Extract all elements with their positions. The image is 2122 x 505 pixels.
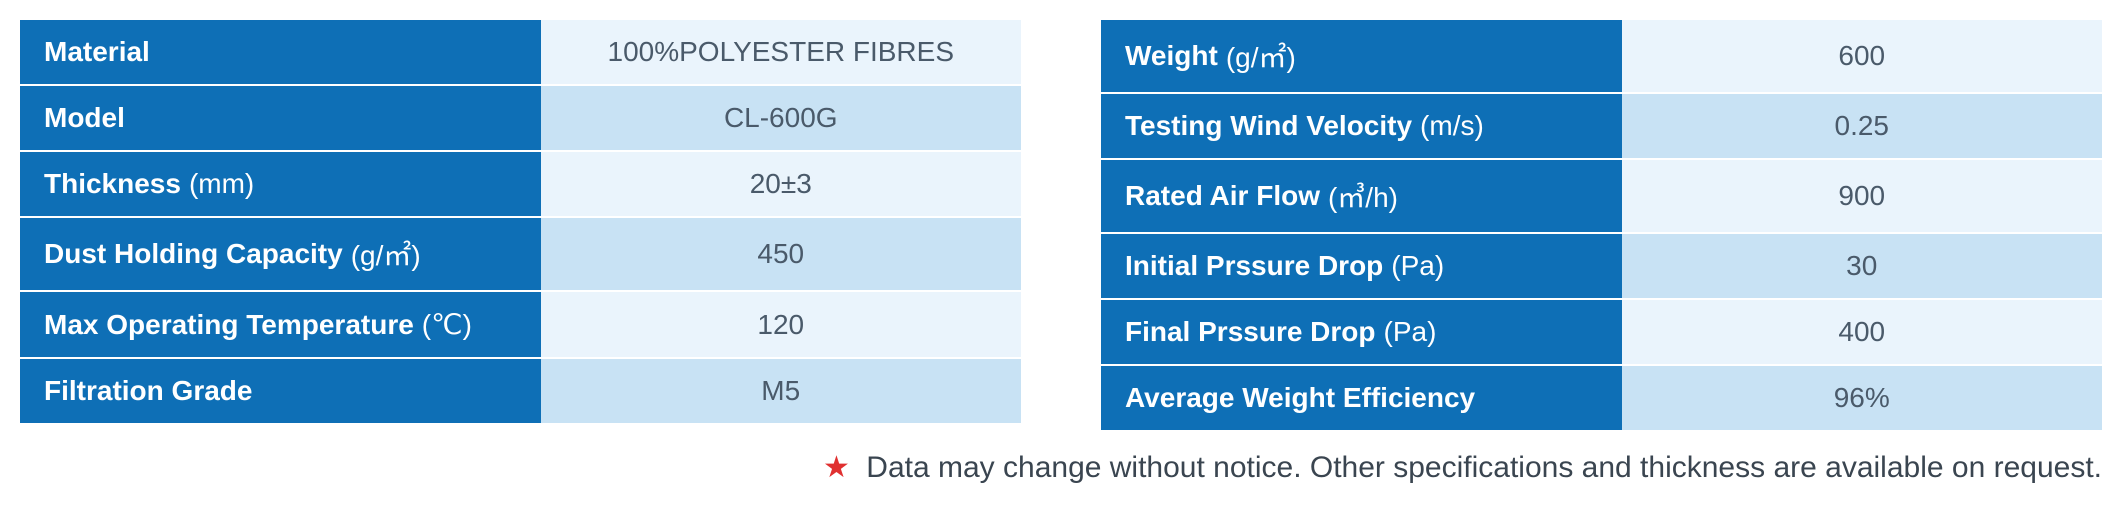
spec-value-cell: 0.25 <box>1622 94 2102 158</box>
spec-label-text: Initial Prssure Drop <box>1125 250 1383 282</box>
footnote-text: Data may change without notice. Other sp… <box>866 451 2102 484</box>
spec-label-unit: (℃) <box>422 308 472 341</box>
spec-label-unit: (Pa) <box>1391 250 1444 282</box>
spec-value-cell: 400 <box>1622 300 2102 364</box>
spec-label-unit: (㎥/h) <box>1328 176 1398 216</box>
table-row: Thickness(mm)20±3 <box>20 152 1021 218</box>
left-spec-table: Material 100%POLYESTER FIBRES Model CL-600G… <box>20 20 1021 432</box>
spec-label-text: Max Operating Temperature <box>44 309 414 341</box>
table-row: Model CL-600G <box>20 86 1021 152</box>
spec-value-cell: 96% <box>1622 366 2102 430</box>
spec-label-cell: Filtration Grade <box>20 359 541 423</box>
spec-label-unit: (mm) <box>189 168 254 200</box>
table-row: Testing Wind Velocity(m/s)0.25 <box>1101 94 2102 160</box>
spec-label-text: Final Prssure Drop <box>1125 316 1376 348</box>
table-row: Material 100%POLYESTER FIBRES <box>20 20 1021 86</box>
right-spec-table: Weight(g/㎡)600Testing Wind Velocity(m/s)… <box>1101 20 2102 432</box>
spec-label-text: Material <box>44 36 150 68</box>
spec-label-cell: Initial Prssure Drop(Pa) <box>1101 234 1622 298</box>
spec-value-cell: 900 <box>1622 160 2102 232</box>
spec-label-text: Model <box>44 102 125 134</box>
spec-label-cell: Thickness(mm) <box>20 152 541 216</box>
spec-tables-container: Material 100%POLYESTER FIBRES Model CL-600G… <box>20 20 2102 432</box>
spec-value-cell: M5 <box>541 359 1021 423</box>
spec-label-text: Testing Wind Velocity <box>1125 110 1412 142</box>
spec-value-cell: 120 <box>541 292 1021 357</box>
spec-label-unit: (m/s) <box>1420 110 1484 142</box>
spec-label-cell: Final Prssure Drop(Pa) <box>1101 300 1622 364</box>
table-row: Weight(g/㎡)600 <box>1101 20 2102 94</box>
spec-label-text: Thickness <box>44 168 181 200</box>
star-icon: ★ <box>823 451 850 484</box>
table-row: Filtration Grade M5 <box>20 359 1021 425</box>
spec-label-text: Rated Air Flow <box>1125 180 1320 212</box>
spec-label-cell: Model <box>20 86 541 150</box>
table-row: Final Prssure Drop(Pa)400 <box>1101 300 2102 366</box>
spec-value-cell: 600 <box>1622 20 2102 92</box>
spec-label-text: Average Weight Efficiency <box>1125 382 1475 414</box>
spec-label-text: Filtration Grade <box>44 375 252 407</box>
spec-label-unit: (g/㎡) <box>351 234 421 274</box>
spec-label-cell: Average Weight Efficiency <box>1101 366 1622 430</box>
spec-value-cell: 30 <box>1622 234 2102 298</box>
spec-value-cell: CL-600G <box>541 86 1021 150</box>
spec-label-cell: Max Operating Temperature(℃) <box>20 292 541 357</box>
spec-value-cell: 100%POLYESTER FIBRES <box>541 20 1021 84</box>
spec-label-cell: Dust Holding Capacity(g/㎡) <box>20 218 541 290</box>
table-row: Initial Prssure Drop(Pa)30 <box>1101 234 2102 300</box>
spec-label-text: Weight <box>1125 40 1218 72</box>
spec-label-unit: (g/㎡) <box>1226 36 1296 76</box>
spec-label-text: Dust Holding Capacity <box>44 238 343 270</box>
spec-label-cell: Weight(g/㎡) <box>1101 20 1622 92</box>
spec-label-cell: Testing Wind Velocity(m/s) <box>1101 94 1622 158</box>
spec-label-unit: (Pa) <box>1384 316 1437 348</box>
table-row: Rated Air Flow(㎥/h)900 <box>1101 160 2102 234</box>
spec-value-cell: 20±3 <box>541 152 1021 216</box>
table-row: Max Operating Temperature(℃)120 <box>20 292 1021 359</box>
table-row: Dust Holding Capacity(g/㎡)450 <box>20 218 1021 292</box>
table-row: Average Weight Efficiency 96% <box>1101 366 2102 432</box>
spec-label-cell: Rated Air Flow(㎥/h) <box>1101 160 1622 232</box>
spec-label-cell: Material <box>20 20 541 84</box>
spec-value-cell: 450 <box>541 218 1021 290</box>
footnote: ★ Data may change without notice. Other … <box>20 450 2102 485</box>
